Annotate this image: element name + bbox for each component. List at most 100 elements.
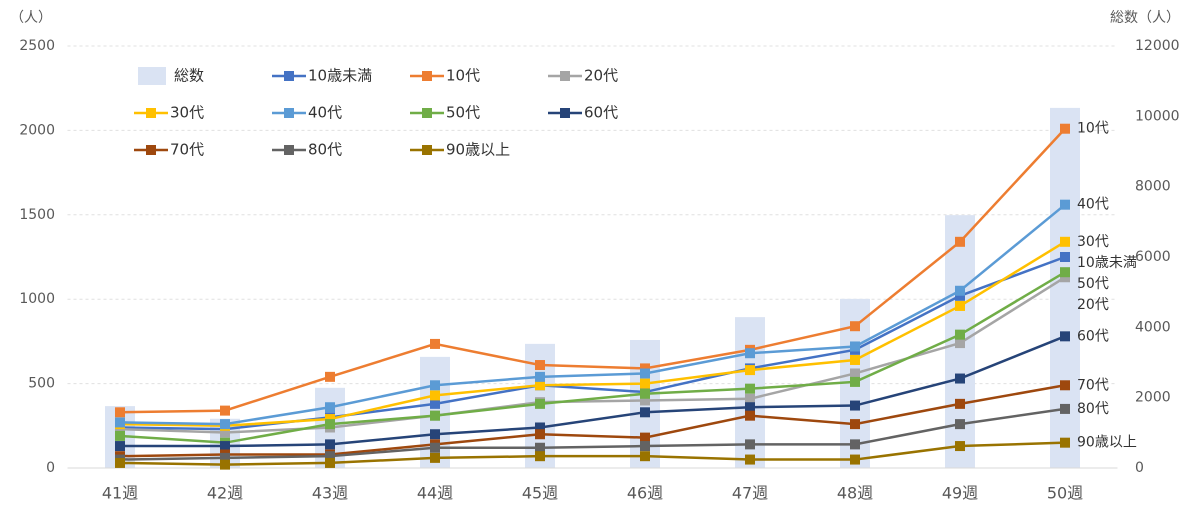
line	[119, 203, 1066, 426]
marker	[640, 407, 650, 418]
marker	[640, 378, 650, 389]
x-tick-label: 44週	[417, 484, 453, 503]
marker	[430, 410, 440, 421]
marker	[220, 419, 230, 430]
marker	[745, 365, 755, 376]
end-label: 80代	[1077, 401, 1109, 417]
marker	[325, 451, 335, 462]
marker	[1060, 380, 1070, 391]
marker	[535, 398, 545, 409]
x-tick-label: 49週	[942, 484, 978, 503]
marker	[850, 419, 860, 430]
legend-swatch	[422, 108, 432, 118]
y2-tick-label: 12000	[1135, 38, 1180, 54]
legend-swatch	[146, 145, 156, 155]
marker	[955, 373, 965, 384]
y2-tick-label: 10000	[1135, 108, 1180, 124]
marker	[1060, 331, 1070, 342]
marker	[850, 400, 860, 411]
marker	[1060, 437, 1070, 448]
marker	[115, 430, 125, 441]
marker	[1060, 236, 1070, 247]
legend-label: 90歳以上	[446, 141, 510, 159]
x-tick-label: 47週	[732, 484, 768, 503]
end-label: 60代	[1077, 328, 1109, 344]
x-tick-label: 50週	[1047, 484, 1083, 503]
legend-label: 20代	[584, 67, 618, 85]
marker	[535, 429, 545, 440]
end-label: 20代	[1077, 297, 1109, 313]
y2-tick-label: 0	[1135, 460, 1144, 476]
marker	[745, 454, 755, 465]
marker	[955, 285, 965, 296]
marker	[220, 441, 230, 452]
y-tick-label: 2500	[19, 38, 55, 54]
y-tick-label: 2000	[19, 122, 55, 138]
line	[119, 276, 1066, 434]
marker	[850, 321, 860, 332]
legend-swatch	[422, 145, 432, 155]
end-label: 50代	[1077, 276, 1109, 292]
marker	[115, 407, 125, 418]
marker	[640, 441, 650, 452]
marker	[955, 236, 965, 247]
marker	[220, 459, 230, 470]
marker	[955, 300, 965, 311]
marker	[850, 354, 860, 365]
marker	[745, 393, 755, 404]
legend-swatch	[284, 108, 294, 118]
marker	[850, 341, 860, 352]
legend-swatch	[146, 108, 156, 118]
marker	[955, 338, 965, 349]
end-label: 10歳未満	[1077, 255, 1137, 271]
line	[119, 240, 1066, 428]
marker	[325, 439, 335, 450]
marker	[850, 454, 860, 465]
marker	[535, 451, 545, 462]
x-tick-label: 41週	[102, 484, 138, 503]
marker	[535, 422, 545, 433]
marker	[1060, 199, 1070, 210]
marker	[745, 439, 755, 450]
end-label: 30代	[1077, 234, 1109, 250]
line	[119, 255, 1066, 431]
y2-tick-label: 8000	[1135, 179, 1171, 195]
marker	[325, 457, 335, 468]
x-tick-label: 43週	[312, 484, 348, 503]
y2-tick-label: 2000	[1135, 390, 1171, 406]
marker	[640, 451, 650, 462]
marker	[220, 452, 230, 463]
legend-label: 40代	[308, 104, 342, 122]
marker	[850, 368, 860, 379]
line	[119, 441, 1066, 466]
legend-label: 80代	[308, 141, 342, 159]
legend-swatch	[284, 71, 294, 81]
legend-label: 70代	[170, 141, 204, 159]
legend-label: 10代	[446, 67, 480, 85]
legend-label: 50代	[446, 104, 480, 122]
marker	[955, 441, 965, 452]
line	[119, 384, 1066, 458]
marker	[325, 414, 335, 425]
line	[119, 407, 1066, 461]
marker	[745, 348, 755, 359]
marker	[430, 442, 440, 453]
line	[120, 335, 1066, 448]
x-tick-label: 48週	[837, 484, 873, 503]
marker	[955, 329, 965, 340]
legend-label: 60代	[584, 104, 618, 122]
marker	[430, 338, 440, 349]
legend-swatch	[284, 145, 294, 155]
marker	[430, 452, 440, 463]
marker	[115, 424, 125, 435]
legend-label: 総数	[174, 67, 204, 85]
marker	[745, 402, 755, 413]
end-label: 70代	[1077, 377, 1109, 393]
end-label: 90歳以上	[1077, 435, 1137, 451]
bar	[1050, 107, 1080, 468]
legend-swatch	[422, 71, 432, 81]
marker	[1060, 272, 1070, 283]
marker	[1060, 403, 1070, 414]
legend-swatch	[560, 71, 570, 81]
marker	[640, 368, 650, 379]
